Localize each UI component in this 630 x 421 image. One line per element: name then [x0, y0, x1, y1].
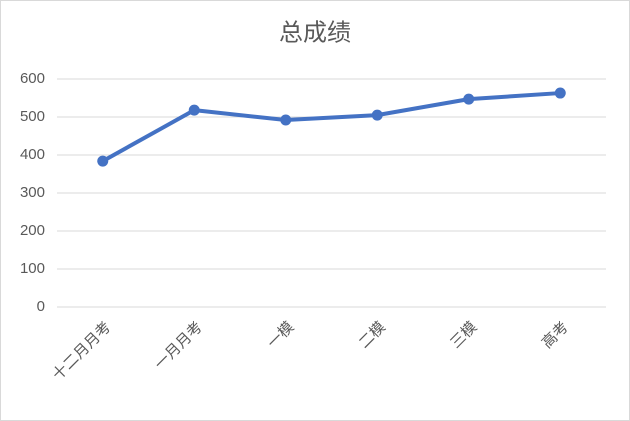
y-tick-label: 300 [20, 184, 45, 201]
data-point [371, 109, 383, 121]
chart-title: 总成绩 [279, 19, 351, 46]
data-point [280, 114, 292, 126]
y-tick-label: 400 [20, 146, 45, 163]
y-tick-label: 500 [20, 108, 45, 125]
data-point [188, 104, 200, 116]
y-tick-label: 0 [37, 298, 45, 315]
data-point [554, 87, 566, 99]
y-tick-label: 100 [20, 260, 45, 277]
y-tick-label: 200 [20, 222, 45, 239]
data-point [97, 155, 109, 167]
series-line [101, 91, 561, 163]
y-tick-label: 600 [20, 70, 45, 87]
data-point [463, 93, 475, 105]
